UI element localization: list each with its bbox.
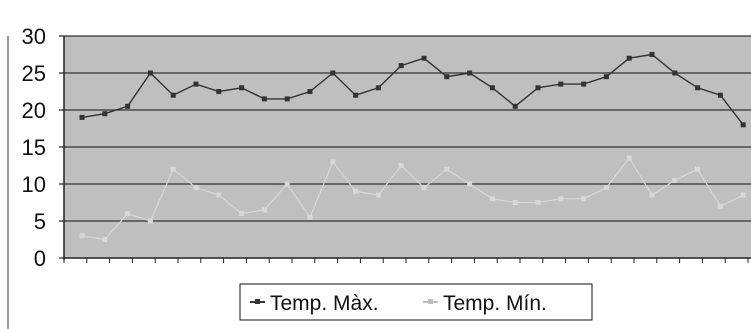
- data-point-max: [170, 92, 176, 98]
- series-line-min: [81, 157, 744, 241]
- data-point-min: [125, 211, 131, 217]
- data-point-max: [512, 103, 518, 109]
- data-point-max: [717, 92, 723, 98]
- data-point-min: [284, 181, 290, 187]
- data-point-max: [398, 63, 404, 69]
- data-point-max: [467, 70, 473, 76]
- data-point-min: [581, 196, 587, 202]
- data-point-min: [535, 200, 541, 205]
- data-point-min: [261, 207, 267, 213]
- data-point-min: [558, 196, 564, 202]
- data-point-max: [672, 70, 678, 76]
- data-point-min: [444, 166, 450, 172]
- data-point-min: [467, 181, 473, 187]
- data-point-min: [740, 192, 746, 198]
- y-tick-label: 20: [22, 98, 46, 123]
- data-point-min: [170, 166, 176, 172]
- data-point-min: [330, 159, 336, 165]
- legend-label-max: Temp. Màx.: [270, 292, 379, 315]
- gridlines: [64, 35, 751, 222]
- legend: Temp. Màx. Temp. Mín.: [239, 283, 593, 321]
- data-point-max: [740, 122, 746, 128]
- data-point-min: [353, 188, 359, 194]
- data-point-max: [79, 114, 85, 120]
- data-point-max: [375, 85, 381, 91]
- data-point-max: [421, 55, 427, 61]
- y-tick-label: 10: [22, 172, 46, 197]
- data-point-min: [147, 218, 153, 224]
- data-point-max: [603, 74, 609, 80]
- data-point-min: [239, 211, 245, 217]
- data-point-max: [695, 85, 701, 91]
- data-point-min: [489, 196, 495, 202]
- data-point-max: [444, 74, 450, 80]
- y-tick-label: 30: [22, 24, 46, 49]
- data-point-min: [398, 163, 404, 168]
- data-point-min: [649, 192, 655, 198]
- data-point-max: [581, 81, 587, 87]
- data-point-max: [261, 96, 267, 102]
- data-point-min: [375, 192, 381, 198]
- data-point-max: [147, 70, 153, 76]
- data-point-max: [353, 92, 359, 98]
- legend-marker-min: [428, 299, 433, 304]
- series-group: [79, 52, 746, 242]
- y-tick-label: 25: [22, 61, 46, 86]
- data-point-max: [284, 96, 290, 102]
- data-point-max: [307, 89, 313, 94]
- y-tick-label: 5: [34, 209, 46, 234]
- series-line-max: [81, 53, 744, 126]
- data-point-min: [672, 177, 678, 183]
- data-point-max: [489, 85, 495, 91]
- y-tick-label: 15: [22, 135, 46, 160]
- data-point-min: [626, 155, 632, 161]
- data-point-min: [695, 166, 701, 172]
- data-point-max: [216, 89, 222, 94]
- data-point-max: [649, 52, 655, 57]
- data-point-min: [421, 185, 427, 191]
- data-point-min: [102, 237, 108, 242]
- legend-box: [239, 283, 593, 321]
- legend-marker-max: [255, 299, 260, 304]
- data-point-min: [79, 233, 85, 239]
- data-point-min: [193, 185, 199, 191]
- y-axis-ticks: 0 5 10 15 20 25 30: [22, 24, 64, 271]
- data-point-max: [239, 85, 245, 91]
- data-point-max: [125, 103, 131, 109]
- data-point-max: [193, 81, 199, 87]
- data-point-max: [535, 85, 541, 91]
- x-axis-ticks: [63, 258, 749, 263]
- data-point-max: [626, 55, 632, 61]
- data-point-min: [216, 192, 222, 198]
- data-point-min: [603, 185, 609, 191]
- data-point-max: [102, 111, 108, 117]
- y-tick-label: 0: [34, 246, 46, 271]
- data-point-max: [558, 81, 564, 87]
- data-point-max: [330, 70, 336, 76]
- data-point-min: [512, 200, 518, 205]
- data-point-min: [717, 203, 723, 209]
- data-point-min: [307, 214, 313, 220]
- legend-label-min: Temp. Mín.: [443, 292, 547, 315]
